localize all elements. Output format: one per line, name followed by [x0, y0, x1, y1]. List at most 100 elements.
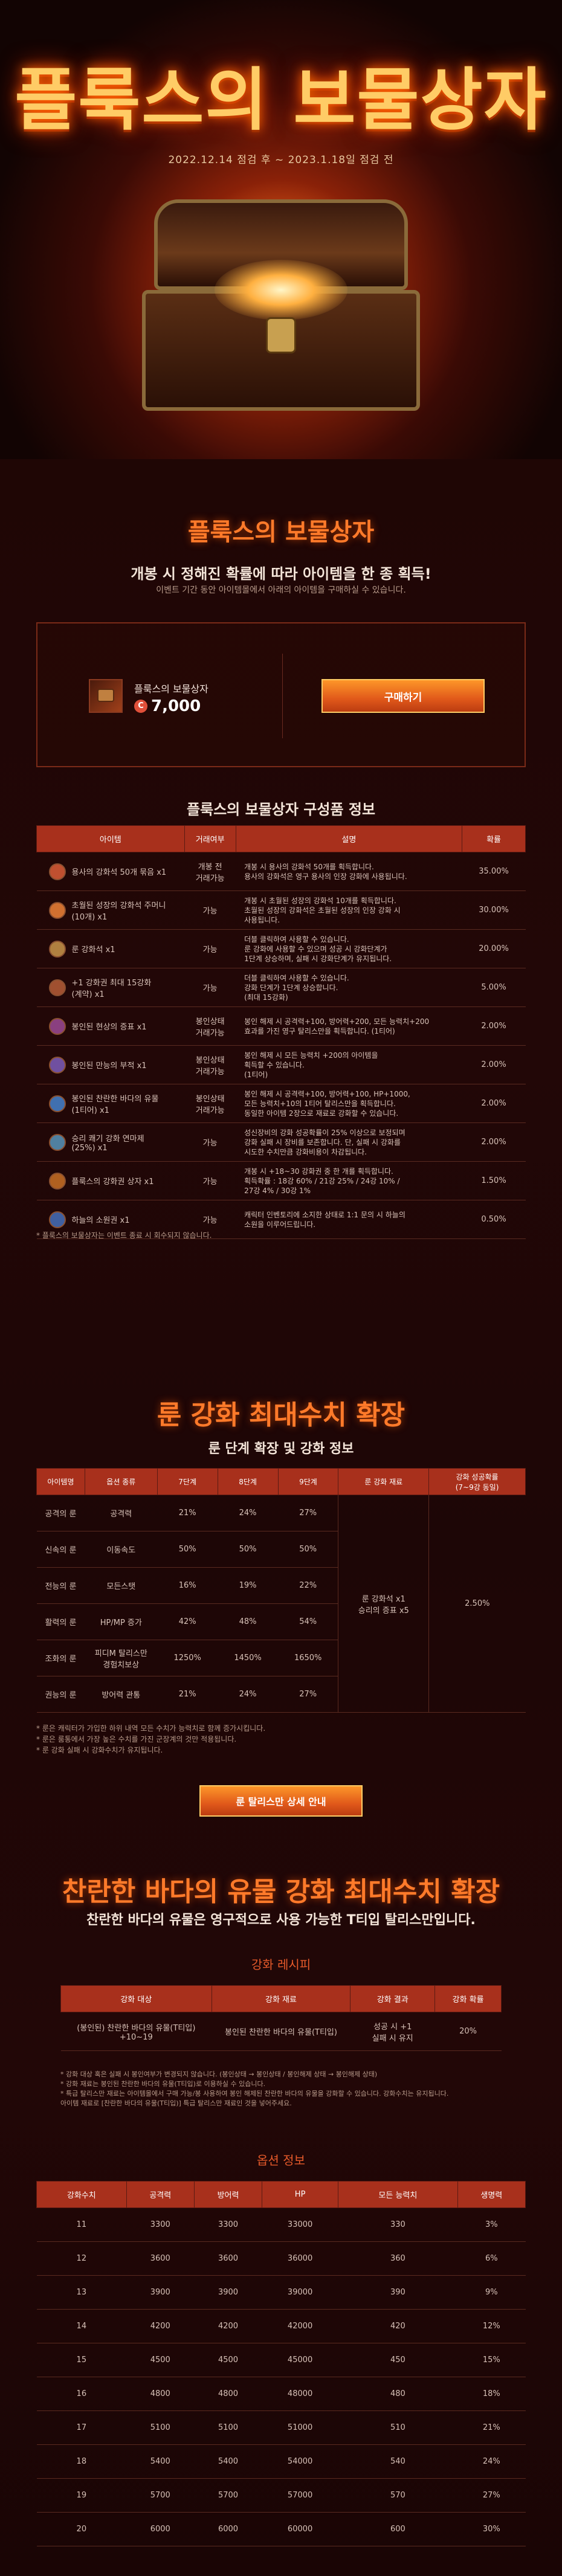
option-row: 11 3300 3300 33000 330 3% — [36, 2207, 526, 2242]
col-rune-name: 아이템명 — [36, 1468, 85, 1495]
item-icon — [48, 1211, 66, 1228]
opt-defense: 4200 — [194, 2309, 262, 2343]
composition-title: 플룩스의 보물상자 구성품 정보 — [186, 801, 376, 818]
comp-prob: 2.00% — [462, 1045, 526, 1084]
comp-item-name: 봉인된 만능의 부적 x1 — [71, 1061, 147, 1071]
rune-row: 전능의 룬 모든스탯 16% 19% 22% — [36, 1567, 526, 1604]
col-prob: 확률 — [462, 825, 526, 852]
recipe-notes: * 강화 대상 혹은 실패 시 봉인여부가 변경되지 않습니다. (봉인상태 →… — [60, 2070, 449, 2107]
comp-item-cell: 봉인된 만능의 부적 x1 — [36, 1045, 185, 1084]
rune-stage7: 1250% — [157, 1640, 218, 1676]
comp-trade: 봉인상태 거래가능 — [184, 1084, 236, 1123]
rune-stage9: 27% — [278, 1676, 338, 1713]
opt-hp: 57000 — [262, 2478, 338, 2513]
purchase-box: 플룩스의 보물상자 C 7,000 구매하기 — [36, 622, 526, 767]
recipe-target: (봉인된) 찬란한 바다의 유물(T티입) +10~19 — [60, 2012, 212, 2051]
opt-level: 18 — [36, 2444, 127, 2479]
rune-stage9: 54% — [278, 1603, 338, 1640]
opt-allstat: 480 — [338, 2377, 458, 2411]
chest-lock-icon — [266, 317, 296, 353]
comp-desc: 개봉 시 +18~30 강화권 중 한 개를 획득합니다. 획득확률 : 18강… — [236, 1161, 462, 1200]
rune-header-row: 아이템명 옵션 종류 7단계 8단계 9단계 룬 강화 재료 강화 성공확률 (… — [36, 1468, 526, 1495]
item-icon — [48, 979, 66, 996]
comp-item-cell: 승리 쾌기 강화 연마제 (25%) x1 — [36, 1122, 185, 1162]
comp-desc: 봉인 해제 시 모든 능력치 +200의 아이템을 획득할 수 있습니다. (1… — [236, 1045, 462, 1084]
comp-desc: 봉인 해제 시 공격력+100, 방어력+100, HP+1000, 모든 능력… — [236, 1084, 462, 1123]
comp-item-name: +1 강화권 최대 15강화 (계약) x1 — [71, 978, 152, 999]
rune-name: 조화의 룬 — [36, 1640, 85, 1676]
recipe-prob: 20% — [434, 2012, 502, 2051]
opt-attack: 5700 — [126, 2478, 195, 2513]
rune-option: 이동속도 — [85, 1531, 158, 1568]
rune-stage9: 50% — [278, 1531, 338, 1568]
recipe-row: (봉인된) 찬란한 바다의 유물(T티입) +10~19 봉인된 찬란한 바다의… — [60, 2012, 502, 2051]
opt-level: 19 — [36, 2478, 127, 2513]
rune-stage8: 1450% — [218, 1640, 278, 1676]
col-opt-defense: 방어력 — [193, 2181, 263, 2208]
opt-vitality: 27% — [457, 2478, 526, 2513]
col-opt-attack: 공격력 — [126, 2181, 195, 2208]
comp-trade: 봉인상태 거래가능 — [184, 1045, 236, 1084]
option-header-row: 강화수치 공격력 방어력 HP 모든 능력치 생명력 — [36, 2181, 526, 2208]
comp-prob: 35.00% — [462, 852, 526, 891]
rune-detail-button[interactable]: 룬 탈리스만 상세 안내 — [199, 1785, 363, 1817]
col-recipe-material: 강화 재료 — [211, 1985, 351, 2012]
rune-notes: * 룬은 캐릭터가 가입한 하위 내역 모든 수치가 능력치로 함께 증가시킵니… — [36, 1724, 266, 1754]
option-row: 12 3600 3600 36000 360 6% — [36, 2241, 526, 2276]
comp-item-cell: 용사의 강화석 50개 묶음 x1 — [36, 852, 185, 891]
composition-row: 하늘의 소원권 x1 가능 캐릭터 인벤토리에 소지한 상태로 1:1 문의 시 하… — [36, 1200, 526, 1239]
opt-level: 11 — [36, 2207, 127, 2242]
comp-prob: 2.00% — [462, 1122, 526, 1162]
option-row: 13 3900 3900 39000 390 9% — [36, 2275, 526, 2310]
col-desc: 설명 — [235, 825, 463, 852]
opt-level: 14 — [36, 2309, 127, 2343]
comp-trade: 개봉 전 거래가능 — [184, 852, 236, 891]
comp-item-cell: 플룩스의 강화권 상자 x1 — [36, 1161, 185, 1200]
col-trade: 거래여부 — [184, 825, 236, 852]
opt-defense: 5100 — [194, 2410, 262, 2445]
rune-row: 조화의 룬 피디M 탈리스만 경험치보상 1250% 1450% 1650% — [36, 1640, 526, 1676]
rune-name: 신속의 룬 — [36, 1531, 85, 1568]
opt-vitality: 24% — [457, 2444, 526, 2479]
rune-subtitle: 룬 단계 확장 및 강화 정보 — [208, 1441, 354, 1457]
rune-stage9: 1650% — [278, 1640, 338, 1676]
opt-defense: 3300 — [194, 2207, 262, 2242]
opt-vitality: 21% — [457, 2410, 526, 2445]
item-icon — [48, 1017, 66, 1035]
opt-allstat: 330 — [338, 2207, 458, 2242]
opt-attack: 4200 — [126, 2309, 195, 2343]
composition-row: 초월된 성장의 강화석 주머니 (10개) x1 가능 개봉 시 초월된 성장의 강… — [36, 890, 526, 930]
rune-stage7: 21% — [157, 1676, 218, 1713]
opt-allstat: 450 — [338, 2343, 458, 2377]
comp-prob: 2.00% — [462, 1084, 526, 1123]
opt-attack: 6000 — [126, 2512, 195, 2546]
opt-allstat: 600 — [338, 2512, 458, 2546]
intro-title: 플룩스의 보물상자 — [187, 518, 375, 546]
rune-option: 모든스탯 — [85, 1567, 158, 1604]
rune-stage7: 16% — [157, 1567, 218, 1604]
composition-row: 봉인된 현상의 증표 x1 봉인상태 거래가능 봉인 해제 시 공격력+100, 방… — [36, 1006, 526, 1046]
recipe-header-row: 강화 대상 강화 재료 강화 결과 강화 확률 — [60, 1985, 502, 2012]
comp-trade: 가능 — [184, 929, 236, 968]
opt-attack: 5400 — [126, 2444, 195, 2479]
buy-button[interactable]: 구매하기 — [321, 679, 485, 713]
rune-name: 공격의 룬 — [36, 1495, 85, 1531]
recipe-table: 강화 대상 강화 재료 강화 결과 강화 확률 (봉인된) 찬란한 바다의 유물… — [60, 1985, 502, 2051]
comp-item-cell: 하늘의 소원권 x1 — [36, 1200, 185, 1239]
comp-prob: 30.00% — [462, 890, 526, 930]
opt-vitality: 9% — [457, 2275, 526, 2310]
opt-level: 12 — [36, 2241, 127, 2276]
hero-title: 플룩스의 보물상자 — [15, 60, 547, 140]
comp-trade: 가능 — [184, 1122, 236, 1162]
event-period: 2022.12.14 점검 후 ~ 2023.1.18일 점검 전 — [168, 154, 394, 166]
recipe-result: 성공 시 +1 실패 시 유지 — [350, 2012, 435, 2051]
opt-defense: 3900 — [194, 2275, 262, 2310]
intro-subtitle: 개봉 시 정해진 확률에 따라 아이템을 한 종 획득! — [131, 565, 431, 582]
hero-banner: 플룩스의 보물상자 2022.12.14 점검 후 ~ 2023.1.18일 점… — [0, 0, 562, 459]
coin-icon: C — [134, 700, 147, 713]
col-stage7: 7단계 — [157, 1468, 218, 1495]
opt-vitality: 12% — [457, 2309, 526, 2343]
option-table: 강화수치 공격력 방어력 HP 모든 능력치 생명력 11 3300 3300 330… — [36, 2181, 526, 2546]
col-success: 강화 성공확률 (7~9강 동일) — [428, 1468, 526, 1495]
